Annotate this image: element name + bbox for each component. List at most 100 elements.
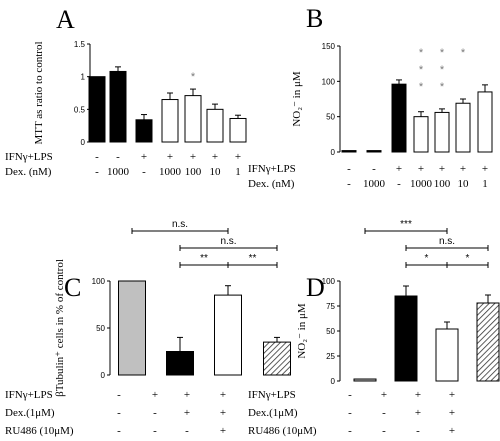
y-tick-label: 150 (322, 42, 336, 51)
bar (161, 99, 179, 143)
condition-cell: + (460, 163, 466, 175)
y-tick-label: 1 (81, 73, 86, 82)
condition-cell: - (117, 407, 121, 419)
condition-cell: - (372, 163, 376, 175)
condition-cell: 1000 (107, 166, 130, 178)
condition-cell: - (348, 389, 352, 401)
condition-cell: 1 (482, 178, 488, 190)
condition-cell: + (190, 151, 196, 163)
panel-c: C 0 50 100 βTubulin⁺ cells in % of controlIF… (5, 219, 291, 437)
condition-label: IFNγ+LPS (248, 389, 296, 401)
condition-label: Dex.(1μM) (248, 407, 298, 419)
panel-a: A 0 0.5 1 1.5 MTT as ratio to control IFNγ+LPS… (5, 5, 247, 178)
condition-cell: + (220, 425, 226, 437)
condition-cell: - (348, 407, 352, 419)
y-tick-label: 0 (331, 377, 336, 386)
condition-label: Dex.(1μM) (5, 407, 55, 419)
condition-cell: + (482, 163, 488, 175)
y-axis-label: NO₂⁻ in μM (296, 303, 308, 358)
bar (184, 95, 202, 143)
y-tick-label: 100 (322, 77, 336, 86)
condition-cell: + (184, 389, 190, 401)
significance-star: * (191, 71, 196, 83)
bracket-label: ** (249, 253, 257, 264)
bar (394, 295, 418, 382)
condition-cell: + (235, 151, 241, 163)
condition-cell: + (220, 389, 226, 401)
condition-cell: - (382, 425, 386, 437)
significance-star: * (419, 64, 424, 76)
condition-cell: + (396, 163, 402, 175)
condition-cell: - (397, 178, 401, 190)
y-tick-label: 25 (326, 352, 335, 361)
condition-label: RU486 (10μM) (248, 425, 317, 437)
condition-cell: 1000 (363, 178, 386, 190)
condition-label: Dex. (nM) (248, 178, 295, 190)
condition-cell: + (449, 389, 455, 401)
bar (341, 150, 357, 153)
y-tick-label: 1.5 (74, 40, 86, 49)
y-tick-label: 50 (326, 327, 335, 336)
y-tick-label: 100 (322, 277, 336, 286)
panel-d: D 0 25 50 75 100 NO₂⁻ in μM IFNγ+LPS - + + + Dex.(1μ… (248, 219, 500, 437)
y-axis-label: NO₂⁻ in μM (291, 71, 303, 126)
bar (263, 341, 291, 376)
condition-cell: + (381, 389, 387, 401)
condition-cell: + (449, 407, 455, 419)
bracket-label: n.s. (220, 236, 236, 247)
condition-cell: + (449, 425, 455, 437)
significance-star: * (440, 64, 445, 76)
bar (391, 83, 407, 153)
panel-b: B 0 50 100 150 NO₂⁻ in μM IFNγ+LPS - - + + + + + Dex. … (248, 4, 493, 190)
bar (88, 76, 106, 143)
condition-cell: 10 (210, 166, 222, 178)
condition-cell: 1000 (410, 178, 433, 190)
bar (206, 108, 224, 143)
condition-cell: + (415, 407, 421, 419)
condition-cell: + (220, 407, 226, 419)
condition-cell: + (141, 151, 147, 163)
panel-letter: C (64, 273, 81, 302)
condition-cell: 100 (185, 166, 202, 178)
y-tick-label: 0 (101, 371, 106, 380)
bar (476, 302, 500, 382)
bracket-label: *** (400, 219, 412, 230)
bar (109, 70, 127, 143)
condition-cell: - (347, 163, 351, 175)
significance-star: * (440, 81, 445, 93)
y-tick-label: 50 (96, 324, 105, 333)
condition-label: RU486 (10μM) (5, 425, 74, 437)
condition-cell: + (212, 151, 218, 163)
bar (434, 111, 450, 153)
condition-label: Dex. (nM) (5, 166, 52, 178)
condition-label: IFNγ+LPS (248, 163, 296, 175)
bar (229, 117, 247, 143)
bar (214, 294, 242, 376)
y-tick-label: 0 (331, 148, 336, 157)
condition-cell: + (184, 407, 190, 419)
condition-cell: + (167, 151, 173, 163)
condition-cell: + (415, 389, 421, 401)
condition-cell: - (382, 407, 386, 419)
y-tick-label: 0 (81, 138, 86, 147)
y-tick-label: 100 (92, 277, 106, 286)
bracket-label: * (425, 253, 429, 264)
y-tick-label: 50 (326, 113, 335, 122)
condition-cell: - (95, 151, 99, 163)
condition-cell: 10 (458, 178, 470, 190)
panel-letter: B (306, 4, 323, 33)
bar (118, 280, 146, 376)
panel-letter: D (306, 273, 325, 302)
condition-cell: - (95, 166, 99, 178)
condition-label: IFNγ+LPS (5, 389, 53, 401)
significance-star: * (440, 47, 445, 59)
condition-cell: - (153, 407, 157, 419)
bar (353, 378, 377, 382)
condition-cell: 1 (235, 166, 241, 178)
y-tick-label: 0.5 (74, 105, 86, 114)
significance-star: * (461, 47, 466, 59)
condition-cell: + (439, 163, 445, 175)
bracket-label: ** (200, 253, 208, 264)
condition-cell: - (153, 425, 157, 437)
significance-star: * (419, 81, 424, 93)
